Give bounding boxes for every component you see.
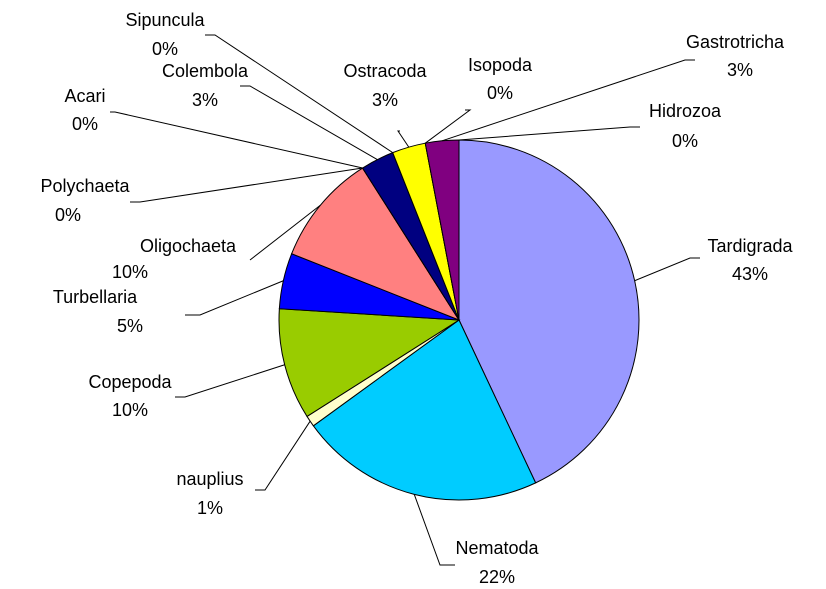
slice-value-label: 43% xyxy=(732,264,768,284)
leader-line xyxy=(441,59,695,142)
slice-value-label: 0% xyxy=(55,205,81,225)
pie-slice xyxy=(290,167,461,322)
slice-value-label: 22% xyxy=(479,567,515,587)
slice-label: Colembola xyxy=(162,61,249,81)
slice-label: Isopoda xyxy=(468,55,533,75)
leader-line xyxy=(424,109,472,144)
slice-label: Gastrotricha xyxy=(686,32,785,52)
pie-slice xyxy=(278,308,461,418)
slice-label: Turbellaria xyxy=(53,287,138,307)
slice-label: Tardigrada xyxy=(707,236,793,256)
leader-line xyxy=(130,167,363,203)
leader-line xyxy=(240,85,378,161)
slice-value-label: 3% xyxy=(372,90,398,110)
leader-line xyxy=(185,280,284,316)
leader-line xyxy=(205,34,394,154)
slice-label: Polychaeta xyxy=(40,176,130,196)
leader-line xyxy=(255,420,311,491)
slice-label: Sipuncula xyxy=(125,10,205,30)
slice-label: Hidrozoa xyxy=(649,101,722,121)
slice-value-label: 0% xyxy=(152,39,178,59)
leader-line xyxy=(458,126,640,141)
leader-line xyxy=(413,494,455,566)
slice-value-label: 10% xyxy=(112,400,148,420)
leader-line xyxy=(249,204,321,261)
slice-label: Nematoda xyxy=(455,538,539,558)
slice-label: Oligochaeta xyxy=(140,236,237,256)
slice-value-label: 0% xyxy=(72,114,98,134)
leader-line xyxy=(175,364,285,398)
slice-value-label: 3% xyxy=(727,60,753,80)
slice-label: Acari xyxy=(64,86,105,106)
leader-line xyxy=(110,111,363,169)
slice-value-label: 0% xyxy=(672,131,698,151)
pie-slice xyxy=(312,319,537,501)
slice-label: Copepoda xyxy=(88,372,172,392)
slice-label: nauplius xyxy=(176,469,243,489)
slice-label: Ostracoda xyxy=(343,61,427,81)
slice-value-label: 1% xyxy=(197,498,223,518)
leader-line xyxy=(397,130,410,148)
slice-value-label: 10% xyxy=(112,262,148,282)
pie-slice xyxy=(458,139,640,484)
leader-line xyxy=(634,257,700,282)
slice-value-label: 0% xyxy=(487,83,513,103)
slice-value-label: 3% xyxy=(192,90,218,110)
slice-value-label: 5% xyxy=(117,316,143,336)
